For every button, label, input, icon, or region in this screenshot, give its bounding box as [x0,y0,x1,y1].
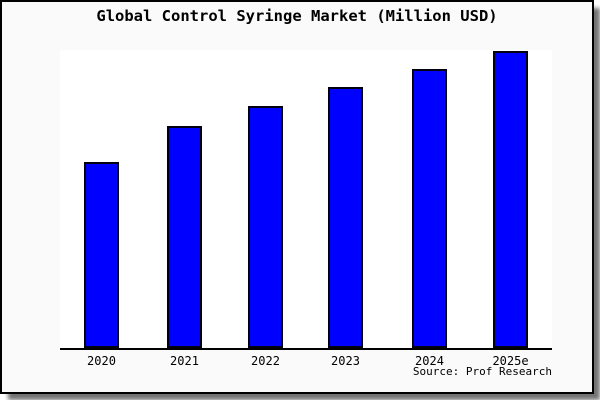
x-tick-label-2023: 2023 [331,354,360,368]
x-tick-label-2024: 2024 [415,354,444,368]
x-tick-label-2025e: 2025e [492,354,529,368]
chart-card: Global Control Syringe Market (Million U… [0,0,594,394]
x-tick-label-2022: 2022 [251,354,280,368]
source-note: Source: Prof Research [412,365,552,378]
bar-2021 [167,126,202,348]
bar-2020 [84,162,119,348]
bar-2025e [493,51,528,348]
bar-2024 [412,69,447,348]
bar-2023 [328,87,363,348]
chart-title: Global Control Syringe Market (Million U… [96,7,498,25]
bar-2022 [248,106,283,348]
x-tick-label-2020: 2020 [87,354,116,368]
x-tick-label-2021: 2021 [170,354,199,368]
plot-area [60,50,552,350]
